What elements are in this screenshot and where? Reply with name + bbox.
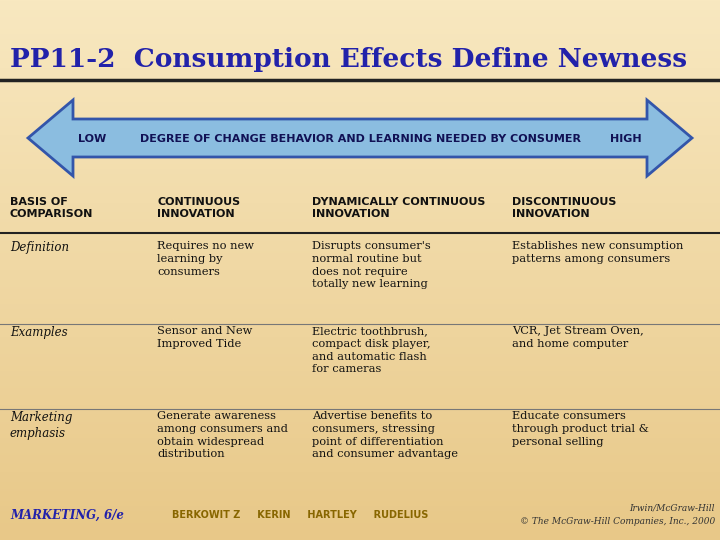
Text: PP11-2  Consumption Effects Define Newness: PP11-2 Consumption Effects Define Newnes… (10, 47, 687, 72)
Polygon shape (28, 100, 692, 176)
Text: Requires no new
learning by
consumers: Requires no new learning by consumers (157, 241, 254, 276)
Text: Disrupts consumer's
normal routine but
does not require
totally new learning: Disrupts consumer's normal routine but d… (312, 241, 431, 289)
Text: HIGH: HIGH (611, 134, 642, 144)
Text: Examples: Examples (10, 326, 68, 339)
Text: BERKOWIT Z     KERIN     HARTLEY     RUDELIUS: BERKOWIT Z KERIN HARTLEY RUDELIUS (172, 510, 428, 520)
Text: Educate consumers
through product trial &
personal selling: Educate consumers through product trial … (512, 411, 649, 447)
Text: Electric toothbrush,
compact disk player,
and automatic flash
for cameras: Electric toothbrush, compact disk player… (312, 326, 431, 374)
Text: VCR, Jet Stream Oven,
and home computer: VCR, Jet Stream Oven, and home computer (512, 326, 644, 349)
Text: BASIS OF
COMPARISON: BASIS OF COMPARISON (10, 197, 94, 219)
Text: © The McGraw-Hill Companies, Inc., 2000: © The McGraw-Hill Companies, Inc., 2000 (520, 517, 715, 526)
Text: Sensor and New
Improved Tide: Sensor and New Improved Tide (157, 326, 253, 349)
Text: DYNAMICALLY CONTINUOUS
INNOVATION: DYNAMICALLY CONTINUOUS INNOVATION (312, 197, 485, 219)
Text: MARKETING, 6/e: MARKETING, 6/e (10, 509, 124, 522)
Text: DEGREE OF CHANGE BEHAVIOR AND LEARNING NEEDED BY CONSUMER: DEGREE OF CHANGE BEHAVIOR AND LEARNING N… (140, 134, 580, 144)
Text: Irwin/McGraw-Hill: Irwin/McGraw-Hill (629, 503, 715, 512)
Text: Generate awareness
among consumers and
obtain widespread
distribution: Generate awareness among consumers and o… (157, 411, 288, 460)
Text: Marketing
emphasis: Marketing emphasis (10, 411, 73, 441)
Text: Advertise benefits to
consumers, stressing
point of differentiation
and consumer: Advertise benefits to consumers, stressi… (312, 411, 458, 460)
Text: Definition: Definition (10, 241, 69, 254)
Text: CONTINUOUS
INNOVATION: CONTINUOUS INNOVATION (157, 197, 240, 219)
Text: DISCONTINUOUS
INNOVATION: DISCONTINUOUS INNOVATION (512, 197, 616, 219)
Text: Establishes new consumption
patterns among consumers: Establishes new consumption patterns amo… (512, 241, 683, 264)
Text: LOW: LOW (78, 134, 107, 144)
